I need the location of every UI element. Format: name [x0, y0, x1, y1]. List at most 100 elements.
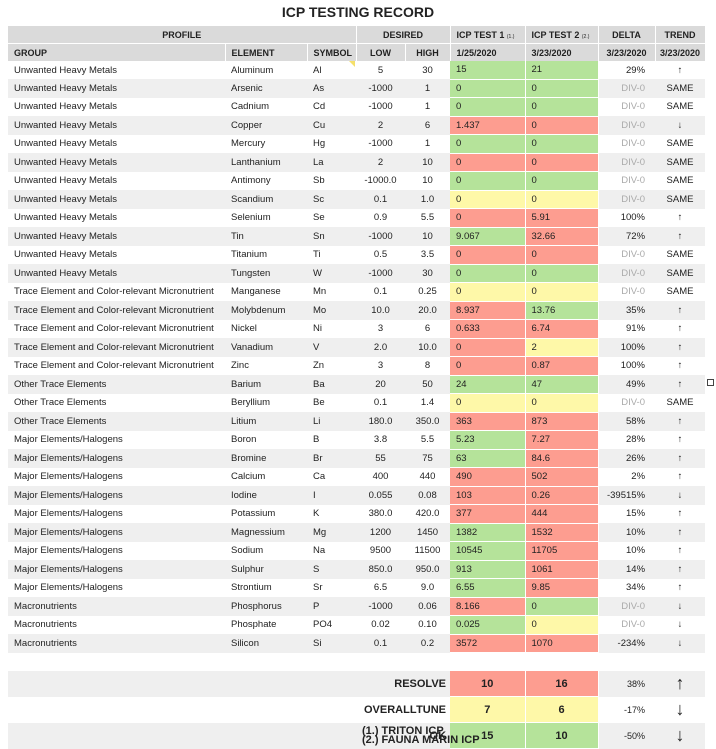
element-cell[interactable]: Magnessium	[225, 523, 307, 542]
trend-cell[interactable]: SAME	[655, 153, 706, 172]
low-cell[interactable]: 10.0	[356, 301, 405, 320]
trend-cell[interactable]: ↑	[677, 212, 683, 224]
icp-test-1-cell[interactable]: 0	[450, 338, 526, 357]
low-cell[interactable]: -1000	[356, 79, 405, 98]
trend-cell[interactable]: ↑	[655, 375, 706, 394]
icp-test-2-cell[interactable]: 47	[525, 375, 599, 394]
high-cell[interactable]: 350.0	[405, 412, 451, 431]
trend-cell[interactable]: ↑	[655, 227, 706, 246]
delta-cell[interactable]: DIV-0	[598, 190, 656, 209]
group-cell[interactable]: Unwanted Heavy Metals	[14, 212, 117, 224]
delta-cell[interactable]: DIV-0	[621, 138, 646, 150]
delta-cell[interactable]: 10%	[626, 545, 646, 557]
icp-test-2-cell[interactable]: 0	[525, 245, 599, 265]
icp-test-2-cell[interactable]: 32.66	[525, 227, 599, 246]
high-cell[interactable]: 75	[405, 449, 451, 468]
high-cell[interactable]: 1	[424, 138, 431, 150]
trend-cell[interactable]: ↓	[677, 619, 683, 631]
element-cell[interactable]: Boron	[231, 434, 257, 446]
icp-test-1-cell[interactable]: 0	[450, 153, 526, 172]
element-cell[interactable]: Antimony	[231, 175, 271, 187]
icp-test-2-cell[interactable]: 6.74	[525, 319, 599, 339]
element-cell[interactable]: Phosphorus	[225, 597, 307, 616]
delta-cell[interactable]: DIV-0	[621, 101, 646, 113]
icp-test-1-cell[interactable]: 0.633	[450, 319, 526, 339]
element-cell[interactable]: Zinc	[231, 360, 249, 372]
trend-cell[interactable]: ↑	[677, 582, 683, 594]
delta-cell[interactable]: DIV-0	[598, 116, 656, 135]
delta-cell[interactable]: DIV-0	[621, 397, 646, 409]
trend-cell[interactable]: ↑	[655, 560, 706, 579]
delta-cell[interactable]: 100%	[620, 212, 646, 224]
low-cell[interactable]: -1000.0	[364, 175, 397, 187]
high-cell[interactable]: 9.0	[420, 582, 435, 594]
delta-cell[interactable]: 15%	[626, 508, 646, 520]
delta-cell[interactable]: DIV-0	[598, 597, 656, 616]
high-cell[interactable]: 1	[424, 101, 431, 113]
icp-test-1-cell[interactable]: 8.937	[450, 301, 526, 320]
delta-cell[interactable]: DIV-0	[598, 153, 656, 172]
delta-cell[interactable]: DIV-0	[598, 79, 656, 98]
symbol-cell[interactable]: Ti	[313, 249, 321, 261]
group-cell[interactable]: Major Elements/Halogens	[14, 545, 123, 557]
icp-test-2-cell[interactable]: 1061	[525, 560, 599, 579]
low-cell[interactable]: 0.1	[373, 397, 388, 409]
high-cell[interactable]: 3.5	[420, 249, 435, 261]
high-cell[interactable]: 0.08	[405, 486, 451, 505]
group-cell[interactable]: Trace Element and Color-relevant Micronu…	[14, 286, 214, 298]
icp-test-1-cell[interactable]: 24	[450, 375, 526, 394]
icp-test-2-cell[interactable]: 2	[525, 338, 599, 357]
element-cell[interactable]: Tungsten	[225, 264, 307, 283]
group-cell[interactable]: Macronutrients	[14, 619, 77, 631]
high-cell[interactable]: 1.4	[420, 397, 435, 409]
symbol-cell[interactable]: PO4	[313, 619, 333, 631]
element-cell[interactable]: Beryllium	[231, 397, 271, 409]
trend-cell[interactable]: ↑	[677, 360, 683, 372]
symbol-cell[interactable]: I	[307, 486, 356, 505]
high-cell[interactable]: 30	[405, 264, 451, 283]
high-cell[interactable]: 950.0	[405, 560, 451, 579]
group-cell[interactable]: Unwanted Heavy Metals	[8, 153, 225, 172]
delta-cell[interactable]: 72%	[598, 227, 656, 246]
group-cell[interactable]: Unwanted Heavy Metals	[14, 64, 117, 76]
icp-test-1-cell[interactable]: 0	[450, 264, 526, 283]
delta-cell[interactable]: DIV-0	[621, 619, 646, 631]
element-cell[interactable]: Litium	[225, 412, 307, 431]
icp-test-2-cell[interactable]: 0	[525, 134, 599, 154]
group-cell[interactable]: Trace Element and Color-relevant Micronu…	[8, 338, 225, 357]
icp-test-1-cell[interactable]: 0	[450, 190, 526, 209]
delta-cell[interactable]: 35%	[598, 301, 656, 320]
group-cell[interactable]: Unwanted Heavy Metals	[14, 138, 117, 150]
icp-test-1-cell[interactable]: 0	[450, 245, 526, 265]
delta-cell[interactable]: DIV-0	[621, 175, 646, 187]
high-cell[interactable]: 30	[422, 64, 433, 76]
element-cell[interactable]: Arsenic	[225, 79, 307, 98]
symbol-cell[interactable]: B	[313, 434, 320, 446]
group-cell[interactable]: Unwanted Heavy Metals	[14, 101, 117, 113]
icp-test-1-cell[interactable]: 15	[450, 61, 526, 80]
icp-test-1-cell[interactable]: 0	[450, 79, 526, 98]
group-cell[interactable]: Macronutrients	[8, 634, 225, 653]
symbol-cell[interactable]: Mn	[313, 286, 327, 298]
group-cell[interactable]: Other Trace Elements	[8, 412, 225, 431]
icp-test-1-cell[interactable]: 0	[450, 208, 526, 228]
symbol-cell[interactable]: Hg	[313, 138, 326, 150]
group-cell[interactable]: Unwanted Heavy Metals	[14, 175, 117, 187]
group-cell[interactable]: Unwanted Heavy Metals	[8, 264, 225, 283]
delta-cell[interactable]: 100%	[620, 360, 646, 372]
trend-cell[interactable]: ↓	[655, 634, 706, 653]
group-cell[interactable]: Major Elements/Halogens	[8, 560, 225, 579]
trend-cell[interactable]: ↑	[677, 323, 683, 335]
element-cell[interactable]: Vanadium	[225, 338, 307, 357]
delta-cell[interactable]: -234%	[598, 634, 656, 653]
low-cell[interactable]: 0.055	[356, 486, 405, 505]
high-cell[interactable]: 0.2	[405, 634, 451, 653]
icp-test-2-cell[interactable]: 0	[525, 393, 599, 413]
low-cell[interactable]: 0.1	[356, 190, 405, 209]
trend-cell[interactable]: SAME	[666, 397, 694, 409]
delta-cell[interactable]: -39515%	[598, 486, 656, 505]
trend-cell[interactable]: ↑	[677, 471, 683, 483]
high-cell[interactable]: 20.0	[405, 301, 451, 320]
high-cell[interactable]: 10	[422, 175, 433, 187]
element-cell[interactable]: Aluminum	[231, 64, 274, 76]
